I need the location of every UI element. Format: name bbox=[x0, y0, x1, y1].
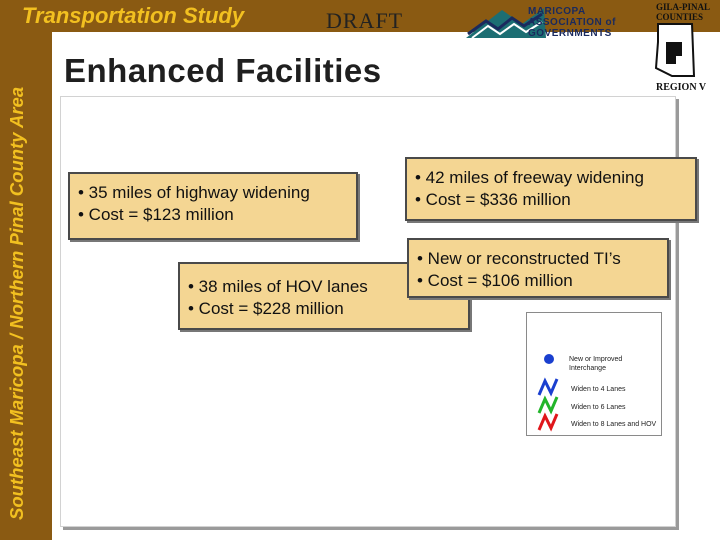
callout-highway-widening: • 35 miles of highway widening • Cost = … bbox=[68, 172, 358, 240]
callout-line: • Cost = $228 million bbox=[188, 299, 344, 318]
gila-line3: REGION V bbox=[656, 82, 707, 93]
callout-line: • 38 miles of HOV lanes bbox=[188, 277, 368, 296]
mag-line3: GOVERNMENTS bbox=[528, 28, 612, 39]
gila-line2: COUNTIES bbox=[656, 12, 704, 22]
callout-line: • Cost = $106 million bbox=[417, 271, 573, 290]
draft-label: DRAFT bbox=[326, 8, 404, 33]
callout-line: • 42 miles of freeway widening bbox=[415, 168, 644, 187]
arizona-map-icon bbox=[654, 23, 696, 77]
study-label: Transportation Study bbox=[22, 3, 245, 28]
red-zigzag-icon bbox=[537, 412, 559, 432]
sidebar-band: Southeast Maricopa / Northern Pinal Coun… bbox=[0, 0, 52, 540]
page-title: Enhanced Facilities bbox=[64, 52, 382, 89]
legend-label: Widen to 6 Lanes bbox=[571, 404, 626, 411]
legend-label: Widen to 8 Lanes and HOV bbox=[571, 421, 657, 428]
legend-label: Widen to 4 Lanes bbox=[571, 386, 626, 393]
callout-line: • Cost = $123 million bbox=[78, 205, 234, 224]
legend-label-line: Interchange bbox=[569, 365, 606, 372]
gila-line1: GILA-PINAL bbox=[656, 2, 711, 12]
legend-label: New or Improved Interchange bbox=[569, 355, 622, 373]
callout-freeway-widening: • 42 miles of freeway widening • Cost = … bbox=[405, 157, 697, 221]
callout-interchanges: • New or reconstructed TI’s • Cost = $10… bbox=[407, 238, 669, 298]
callout-line: • 35 miles of highway widening bbox=[78, 183, 310, 202]
map-legend: New or Improved Interchange Widen to 4 L… bbox=[526, 312, 662, 436]
header-tab: Transportation Study bbox=[0, 0, 245, 32]
callout-line: • Cost = $336 million bbox=[415, 190, 571, 209]
green-zigzag-icon bbox=[537, 395, 559, 415]
study-area-vertical-label: Southeast Maricopa / Northern Pinal Coun… bbox=[6, 86, 27, 520]
callout-line: • New or reconstructed TI’s bbox=[417, 249, 621, 268]
legend-label-line: New or Improved bbox=[569, 356, 623, 363]
blue-dot-icon bbox=[544, 354, 554, 364]
mag-line1: MARICOPA bbox=[528, 6, 586, 17]
gila-pinal-logo: GILA-PINAL COUNTIES REGION V bbox=[652, 2, 720, 96]
blue-zigzag-icon bbox=[537, 377, 559, 397]
mag-logo-mark-icon bbox=[466, 8, 546, 39]
mag-line2: ASSOCIATION of bbox=[528, 17, 616, 28]
mag-logo: MARICOPA ASSOCIATION of GOVERNMENTS bbox=[462, 4, 652, 44]
